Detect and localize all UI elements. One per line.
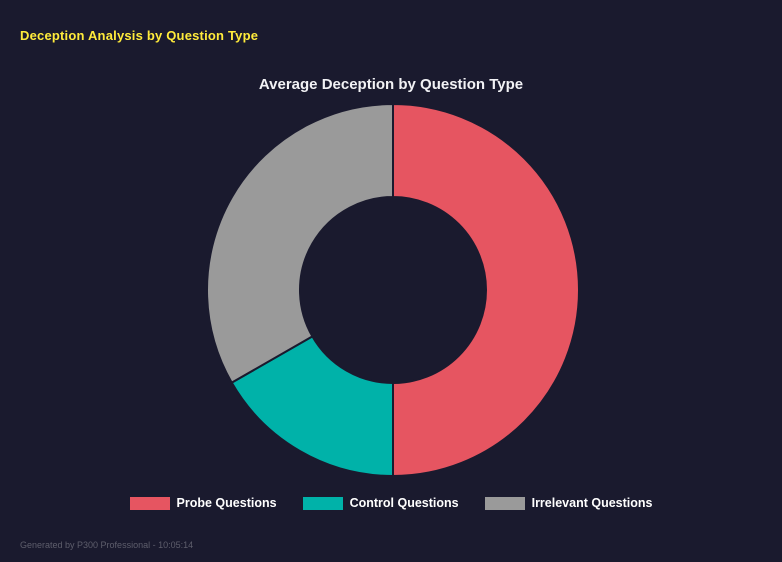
doughnut-slice-2[interactable] [206,102,394,385]
legend-swatch-probe [129,496,170,510]
page-title: Deception Analysis by Question Type [20,28,259,43]
legend-item-irrelevant[interactable]: Irrelevant Questions [484,496,653,510]
legend-swatch-irrelevant [484,496,525,510]
doughnut-chart[interactable] [198,95,588,485]
legend-label-probe: Probe Questions [176,496,277,510]
chart-legend: Probe Questions Control Questions Irrele… [0,496,782,510]
doughnut-slice-0[interactable] [392,102,580,478]
doughnut-slice-1[interactable] [230,334,394,478]
legend-item-control[interactable]: Control Questions [302,496,459,510]
chart-title: Average Deception by Question Type [258,76,524,93]
legend-label-control: Control Questions [349,496,459,510]
legend-label-irrelevant: Irrelevant Questions [531,496,653,510]
footer-status-text: Generated by P300 Professional - 10:05:1… [20,540,194,550]
doughnut-svg [206,102,580,478]
legend-swatch-control [302,496,343,510]
legend-item-probe[interactable]: Probe Questions [129,496,277,510]
